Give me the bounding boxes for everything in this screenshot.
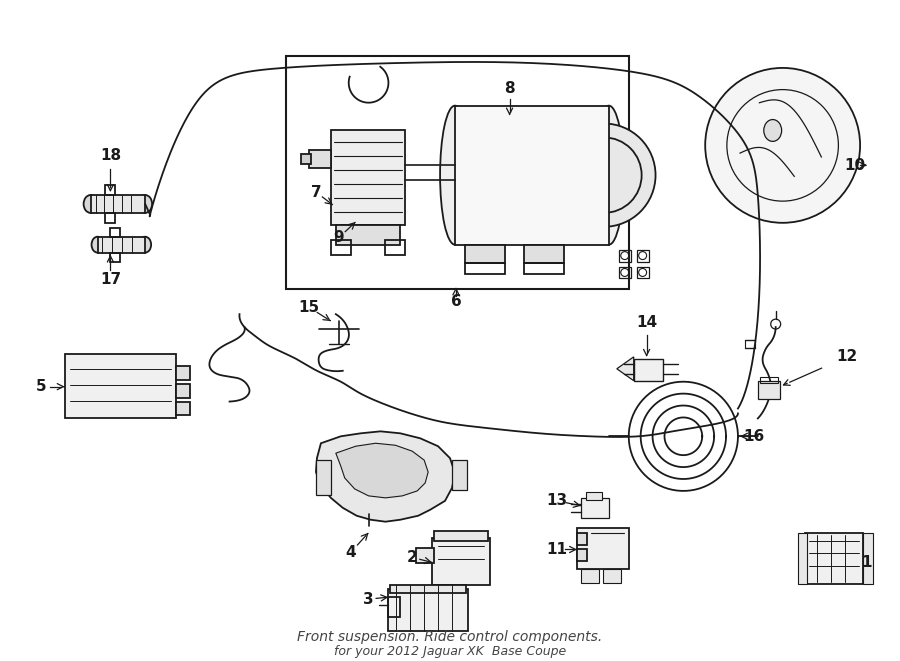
Text: 13: 13	[546, 493, 568, 508]
Bar	[91, 195, 145, 213]
Bar	[176, 401, 190, 416]
Bar	[581, 498, 609, 518]
Bar	[176, 366, 190, 379]
Text: 15: 15	[299, 299, 320, 315]
Bar	[525, 245, 564, 262]
Bar	[389, 589, 468, 631]
Bar	[619, 266, 631, 278]
Text: 1: 1	[862, 555, 872, 570]
Bar	[863, 533, 873, 584]
Text: 3: 3	[364, 592, 374, 607]
Bar	[105, 213, 115, 223]
Bar	[309, 150, 331, 168]
Text: 14: 14	[636, 315, 657, 330]
Text: 4: 4	[346, 545, 356, 560]
Text: 8: 8	[504, 81, 515, 97]
Ellipse shape	[140, 237, 151, 253]
Ellipse shape	[139, 195, 152, 213]
Bar	[577, 527, 629, 569]
Bar	[432, 537, 490, 585]
Bar	[465, 262, 505, 274]
Text: 17: 17	[100, 272, 121, 287]
Bar	[577, 533, 587, 545]
Bar	[111, 228, 121, 237]
Bar	[758, 381, 779, 399]
Text: Front suspension. Ride control components.: Front suspension. Ride control component…	[297, 630, 603, 644]
Ellipse shape	[594, 106, 624, 245]
Polygon shape	[336, 444, 428, 498]
Bar	[105, 185, 115, 195]
Bar	[634, 359, 663, 381]
Text: 12: 12	[837, 350, 858, 364]
Bar	[111, 253, 121, 262]
Circle shape	[553, 124, 655, 227]
Text: 7: 7	[310, 184, 321, 200]
Text: 5: 5	[36, 379, 46, 394]
Bar	[636, 250, 649, 262]
Bar	[760, 377, 778, 383]
Text: for your 2012 Jaguar XK  Base Coupe: for your 2012 Jaguar XK Base Coupe	[334, 645, 566, 658]
Bar	[302, 154, 311, 164]
Bar	[797, 533, 807, 584]
Bar	[603, 569, 621, 583]
Bar	[586, 492, 602, 500]
Bar	[416, 547, 434, 563]
Text: 9: 9	[334, 230, 344, 245]
Circle shape	[706, 68, 860, 223]
Ellipse shape	[92, 237, 104, 253]
Bar	[581, 569, 598, 583]
Polygon shape	[616, 357, 634, 381]
Bar	[286, 56, 629, 290]
Bar	[316, 460, 331, 495]
Bar	[577, 549, 587, 561]
Bar	[636, 266, 649, 278]
Bar	[65, 354, 176, 418]
Text: 11: 11	[546, 542, 568, 557]
Text: 18: 18	[100, 148, 121, 163]
Bar	[525, 262, 564, 274]
Text: 6: 6	[451, 293, 462, 309]
Bar	[391, 585, 466, 593]
Bar	[331, 130, 405, 225]
Bar	[336, 225, 400, 245]
Bar	[455, 106, 609, 245]
Bar	[465, 245, 505, 262]
Bar	[452, 460, 467, 490]
Ellipse shape	[764, 120, 781, 141]
Bar	[97, 237, 145, 253]
Text: 10: 10	[844, 158, 866, 173]
Bar	[806, 533, 863, 584]
Bar	[434, 531, 488, 541]
Bar	[385, 240, 405, 254]
Bar	[176, 383, 190, 397]
Bar	[619, 250, 631, 262]
Ellipse shape	[440, 106, 470, 245]
Text: 16: 16	[743, 429, 764, 444]
Polygon shape	[316, 432, 455, 522]
Bar	[389, 597, 400, 617]
Ellipse shape	[84, 195, 97, 213]
Text: 2: 2	[407, 550, 418, 565]
Bar	[331, 240, 351, 254]
